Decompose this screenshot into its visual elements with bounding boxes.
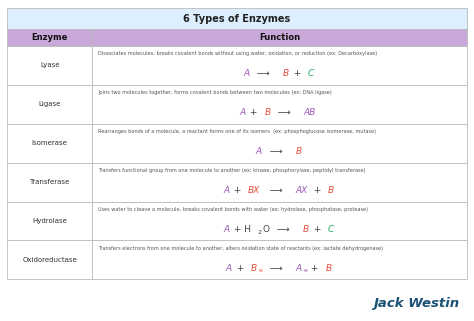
Bar <box>92 46 467 85</box>
Text: BX: BX <box>248 186 260 195</box>
Text: Joins two molecules together, forms covalent bonds between two molecules (ex: DN: Joins two molecules together, forms cova… <box>98 90 332 95</box>
Text: O: O <box>262 225 269 234</box>
Text: Dissociates molecules, breaks covalent bonds without using water, oxidation, or : Dissociates molecules, breaks covalent b… <box>98 51 377 56</box>
Bar <box>7 29 92 46</box>
Text: Enzyme: Enzyme <box>31 33 68 42</box>
Bar <box>7 85 92 124</box>
Bar <box>92 202 467 240</box>
Text: ⟶: ⟶ <box>273 108 297 117</box>
Bar <box>92 85 467 124</box>
Text: +: + <box>234 264 247 273</box>
Text: ⟶: ⟶ <box>264 264 288 273</box>
Text: A: A <box>295 264 301 273</box>
Text: 6 Types of Enzymes: 6 Types of Enzymes <box>183 13 291 24</box>
Text: Jack Westin: Jack Westin <box>374 297 460 310</box>
Text: +: + <box>247 108 261 117</box>
Bar <box>92 240 467 279</box>
Text: Isomerase: Isomerase <box>32 140 68 146</box>
Text: ⟶: ⟶ <box>271 225 296 234</box>
Text: Lyase: Lyase <box>40 63 59 68</box>
Text: +: + <box>231 186 244 195</box>
Text: ⟶: ⟶ <box>264 186 288 195</box>
Text: Transfers electrons from one molecule to another, alters oxidation state of reac: Transfers electrons from one molecule to… <box>98 246 383 251</box>
Text: B: B <box>303 225 309 234</box>
Bar <box>7 8 467 29</box>
Text: Rearranges bonds of a molecule, a reactant forms one of its isomers  (ex: phosph: Rearranges bonds of a molecule, a reacta… <box>98 129 376 134</box>
Text: B: B <box>283 69 289 79</box>
Bar <box>7 124 92 163</box>
Text: A: A <box>223 225 229 234</box>
Text: e: e <box>259 268 263 273</box>
Text: B: B <box>328 186 334 195</box>
Bar <box>7 202 92 240</box>
Text: B: B <box>295 147 301 156</box>
Text: B: B <box>251 264 257 273</box>
Text: e: e <box>303 268 307 273</box>
Text: C: C <box>328 225 334 234</box>
Text: A: A <box>223 186 229 195</box>
Text: B: B <box>325 264 331 273</box>
Text: ⟶: ⟶ <box>264 147 288 156</box>
Text: Transfers functional group from one molecule to another (ex: kinase, phosphoryla: Transfers functional group from one mole… <box>98 168 365 173</box>
Text: ⟶: ⟶ <box>251 69 275 79</box>
Bar <box>7 46 92 85</box>
Text: B: B <box>264 108 271 117</box>
Bar <box>7 163 92 202</box>
Text: Transferase: Transferase <box>29 179 70 185</box>
Bar <box>92 124 467 163</box>
Text: +: + <box>311 186 324 195</box>
Text: A: A <box>239 108 246 117</box>
Text: A: A <box>243 69 249 79</box>
Text: +: + <box>308 264 321 273</box>
Bar <box>92 163 467 202</box>
Text: Uses water to cleave a molecule, breaks covalent bonds with water (ex: hydrolase: Uses water to cleave a molecule, breaks … <box>98 207 368 212</box>
Text: Oxidoreductase: Oxidoreductase <box>22 257 77 263</box>
Text: +: + <box>291 69 304 79</box>
Text: + H: + H <box>231 225 251 234</box>
Text: AB: AB <box>304 108 316 117</box>
Text: 2: 2 <box>257 230 261 235</box>
Text: C: C <box>308 69 314 79</box>
Text: A: A <box>256 147 262 156</box>
Text: +: + <box>310 225 324 234</box>
Text: Hydrolase: Hydrolase <box>32 218 67 224</box>
Bar <box>92 29 467 46</box>
Bar <box>7 240 92 279</box>
Text: Ligase: Ligase <box>38 101 61 107</box>
Text: A: A <box>226 264 232 273</box>
Text: Function: Function <box>259 33 300 42</box>
Text: AX: AX <box>295 186 308 195</box>
